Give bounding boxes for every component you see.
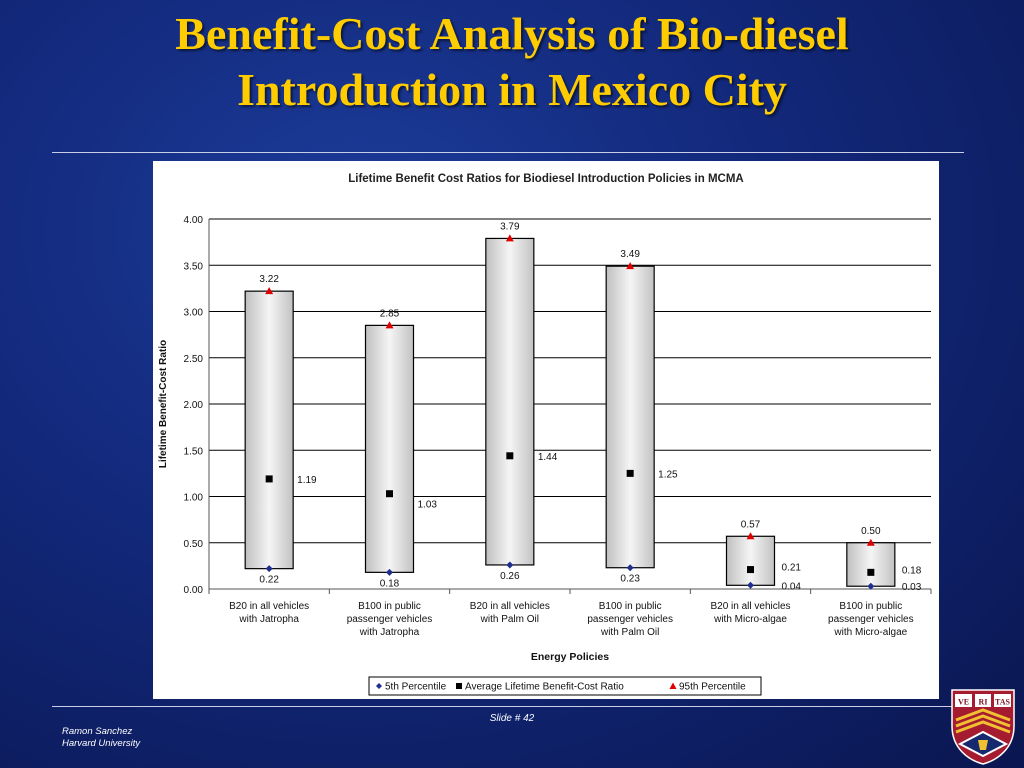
svg-text:TAS: TAS <box>995 698 1011 707</box>
y-tick-label: 3.00 <box>184 308 204 319</box>
label-average: 1.25 <box>658 469 678 480</box>
label-95th-percentile: 3.79 <box>500 221 520 232</box>
x-category-label: B100 in public <box>599 601 662 612</box>
y-tick-label: 1.50 <box>184 446 204 457</box>
legend-box <box>368 676 762 696</box>
label-5th-percentile: 0.26 <box>500 571 520 582</box>
y-tick-label: 3.50 <box>184 261 204 272</box>
x-category-label: with Jatropha <box>359 627 420 638</box>
point-5th-percentile <box>265 565 273 573</box>
footer-divider <box>52 706 964 707</box>
label-5th-percentile: 0.22 <box>259 575 279 586</box>
point-5th-percentile <box>386 568 393 576</box>
range-bar <box>605 265 655 569</box>
point-95th-percentile <box>265 287 274 295</box>
point-average <box>867 568 875 576</box>
x-category-label: with Micro-algae <box>833 627 907 638</box>
svg-text:VE: VE <box>958 698 969 707</box>
legend-marker-5th-percentile <box>376 683 382 689</box>
benefit-cost-chart: Lifetime Benefit Cost Ratios for Biodies… <box>158 173 932 696</box>
label-5th-percentile: 0.03 <box>902 582 922 593</box>
chart-panel: Lifetime Benefit Cost Ratios for Biodies… <box>153 161 939 699</box>
y-tick-label: 0.00 <box>184 585 204 596</box>
x-category-label: passenger vehicles <box>347 614 433 625</box>
point-average <box>265 475 273 483</box>
point-average <box>506 452 514 460</box>
slide-number: Slide # 42 <box>489 713 535 724</box>
y-tick-label: 1.00 <box>184 493 204 504</box>
x-category-label: with Palm Oil <box>600 627 659 638</box>
label-95th-percentile: 2.85 <box>380 308 400 319</box>
slide-title-line2: Introduction in Mexico City <box>237 64 787 115</box>
point-average <box>626 469 634 477</box>
legend-label: 95th Percentile <box>679 682 746 693</box>
point-5th-percentile <box>626 564 634 572</box>
x-category-label: B20 in all vehicles <box>710 601 790 612</box>
legend-marker-95th-percentile <box>669 682 677 689</box>
y-tick-label: 0.50 <box>184 539 204 550</box>
label-average: 0.21 <box>782 563 802 574</box>
label-average: 1.44 <box>538 452 558 463</box>
x-category-label: passenger vehicles <box>828 614 914 625</box>
point-5th-percentile <box>867 582 875 590</box>
point-average <box>386 490 393 498</box>
y-tick-label: 2.50 <box>184 354 204 365</box>
label-5th-percentile: 0.23 <box>620 574 640 585</box>
x-category-label: B100 in public <box>839 601 902 612</box>
svg-text:RI: RI <box>979 698 988 707</box>
legend-label: Average Lifetime Benefit-Cost Ratio <box>465 682 624 693</box>
point-95th-percentile <box>866 538 875 546</box>
point-5th-percentile <box>506 561 514 569</box>
slide-title: Benefit-Cost Analysis of Bio-diesel Intr… <box>0 6 1024 118</box>
x-category-label: B100 in public <box>358 601 421 612</box>
label-5th-percentile: 0.04 <box>782 581 802 592</box>
label-95th-percentile: 0.50 <box>861 526 881 537</box>
author-name: Ramon Sanchez <box>62 726 133 737</box>
range-bar <box>244 290 294 570</box>
range-bar <box>364 324 415 573</box>
label-95th-percentile: 3.49 <box>620 249 640 260</box>
x-category-label: B20 in all vehicles <box>229 601 309 612</box>
y-tick-label: 2.00 <box>184 400 204 411</box>
title-divider <box>52 152 964 153</box>
point-95th-percentile <box>626 262 635 270</box>
x-category-label: with Micro-algae <box>713 614 787 625</box>
range-bar <box>725 535 776 586</box>
label-5th-percentile: 0.18 <box>380 578 400 589</box>
harvard-crest-icon: VE RI TAS <box>951 689 1015 765</box>
x-axis-label: Energy Policies <box>531 651 609 663</box>
label-average: 0.18 <box>902 565 922 576</box>
slide-title-line1: Benefit-Cost Analysis of Bio-diesel <box>175 8 849 59</box>
label-95th-percentile: 0.57 <box>741 519 761 530</box>
label-95th-percentile: 3.22 <box>259 274 279 285</box>
x-category-label: passenger vehicles <box>587 614 673 625</box>
legend-label: 5th Percentile <box>385 682 447 693</box>
chart-title: Lifetime Benefit Cost Ratios for Biodies… <box>348 173 744 185</box>
point-5th-percentile <box>747 581 754 589</box>
footer-credits: Ramon Sanchez Harvard University <box>62 726 140 750</box>
range-bar <box>846 542 896 587</box>
x-category-label: with Palm Oil <box>480 614 539 625</box>
x-category-label: B20 in all vehicles <box>470 601 550 612</box>
y-tick-label: 4.00 <box>184 215 204 226</box>
label-average: 1.03 <box>418 500 438 511</box>
label-average: 1.19 <box>297 475 317 486</box>
legend-marker-average <box>456 683 462 689</box>
institution-name: Harvard University <box>62 738 141 749</box>
range-bar <box>485 237 535 566</box>
y-axis-label: Lifetime Benefit-Cost Ratio <box>158 340 169 468</box>
point-average <box>747 566 754 574</box>
point-95th-percentile <box>505 234 514 242</box>
x-category-label: with Jatropha <box>238 614 299 625</box>
point-95th-percentile <box>746 532 755 540</box>
point-95th-percentile <box>385 321 394 329</box>
